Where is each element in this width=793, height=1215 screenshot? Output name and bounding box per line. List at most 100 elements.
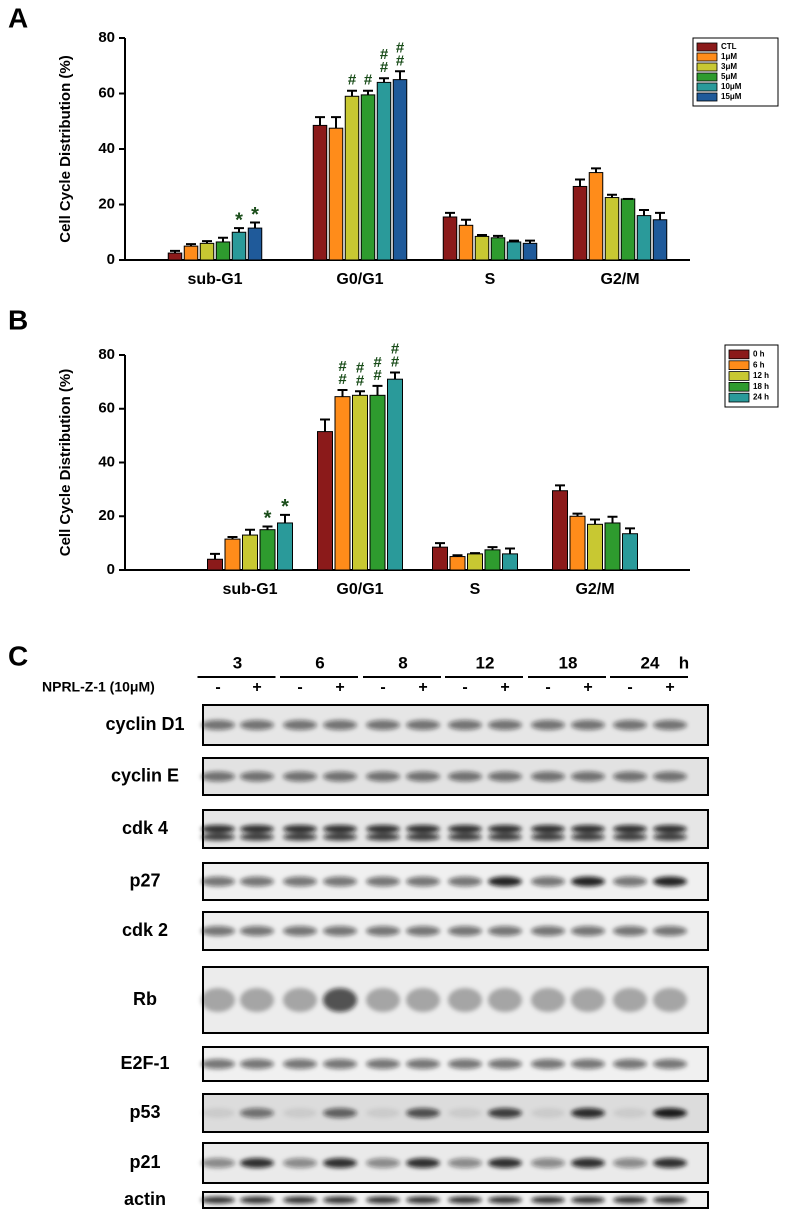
band [531,1158,565,1168]
legend-label: 1μM [721,52,737,61]
x-tick-label: sub-G1 [187,271,242,288]
bar [484,549,501,571]
band [240,1158,274,1168]
protein-label: p21 [129,1152,160,1172]
bar [392,79,408,261]
band [323,988,357,1012]
band [613,1158,647,1168]
error-bar [390,371,400,380]
y-tick-label: 80 [98,346,115,363]
band [201,1059,235,1069]
error-bar [320,418,330,432]
band [448,988,482,1012]
protein-label: E2F-1 [120,1053,169,1073]
error-bar [555,484,565,491]
y-axis-label: Cell Cycle Distribution (%) [57,55,74,243]
band [240,988,274,1012]
band [283,1108,317,1118]
y-tick-label: 80 [98,29,115,46]
band [406,825,440,833]
band [201,876,235,887]
bar [502,553,518,571]
band [366,1196,400,1204]
error-bar [590,518,600,525]
significance-marker: # [338,371,347,388]
band [406,1108,440,1118]
band [240,720,274,730]
lane-label: - [380,679,385,696]
error-bar [331,116,341,129]
band [366,1108,400,1118]
band [240,833,274,841]
error-bar [363,89,373,95]
lane-label: - [215,679,220,696]
error-bar [218,236,228,242]
band [653,1196,687,1204]
error-bar [625,527,635,534]
error-bar [245,528,255,536]
error-bar [379,77,389,83]
legend-label: 10μM [721,82,742,91]
band [531,825,565,833]
band [488,1108,522,1118]
bands [201,876,687,887]
band [653,926,687,936]
significance-marker: # [348,72,357,89]
legend-swatch [696,42,718,52]
bands [201,926,687,936]
bar [334,396,351,571]
band [488,988,522,1012]
bands [201,825,687,841]
bands [201,1059,687,1069]
significance-marker: # [396,52,405,69]
band [571,720,605,730]
error-bar [639,209,649,216]
error-bar [280,513,290,523]
band [613,825,647,833]
band [406,1158,440,1168]
band [448,833,482,841]
band [201,825,235,833]
band [366,1059,400,1069]
bar [387,378,403,571]
band [201,1158,235,1168]
error-bar [452,554,463,557]
band [653,825,687,833]
bar [242,534,258,571]
legend-label: 0 h [753,350,765,359]
band [531,1196,565,1204]
bar [259,529,276,571]
treatment-label: NPRL-Z-1 (10μM) [42,679,155,695]
band [201,1196,235,1204]
x-tick-label: G0/G1 [336,581,383,598]
bar [376,81,392,261]
bar [360,94,376,261]
band [448,1158,482,1168]
bar [467,553,483,571]
error-bar [227,535,238,540]
time-label: 6 [315,653,324,672]
band [283,926,317,936]
bar [552,490,568,571]
bar [522,242,538,261]
significance-marker: # [373,354,382,371]
band [283,988,317,1012]
protein-label: cyclin E [111,765,179,785]
band [406,771,440,782]
band [571,1158,605,1168]
band [613,876,647,887]
band [240,1196,274,1204]
legend-label: CTL [721,42,737,51]
significance-marker: # [356,372,365,389]
band [571,1196,605,1204]
bar [277,522,293,571]
band [366,926,400,936]
band [366,833,400,841]
bar [474,235,490,261]
band [613,771,647,782]
band [201,720,235,730]
band [406,833,440,841]
bar [604,197,620,261]
bar [247,227,263,261]
error-bar [487,546,498,550]
